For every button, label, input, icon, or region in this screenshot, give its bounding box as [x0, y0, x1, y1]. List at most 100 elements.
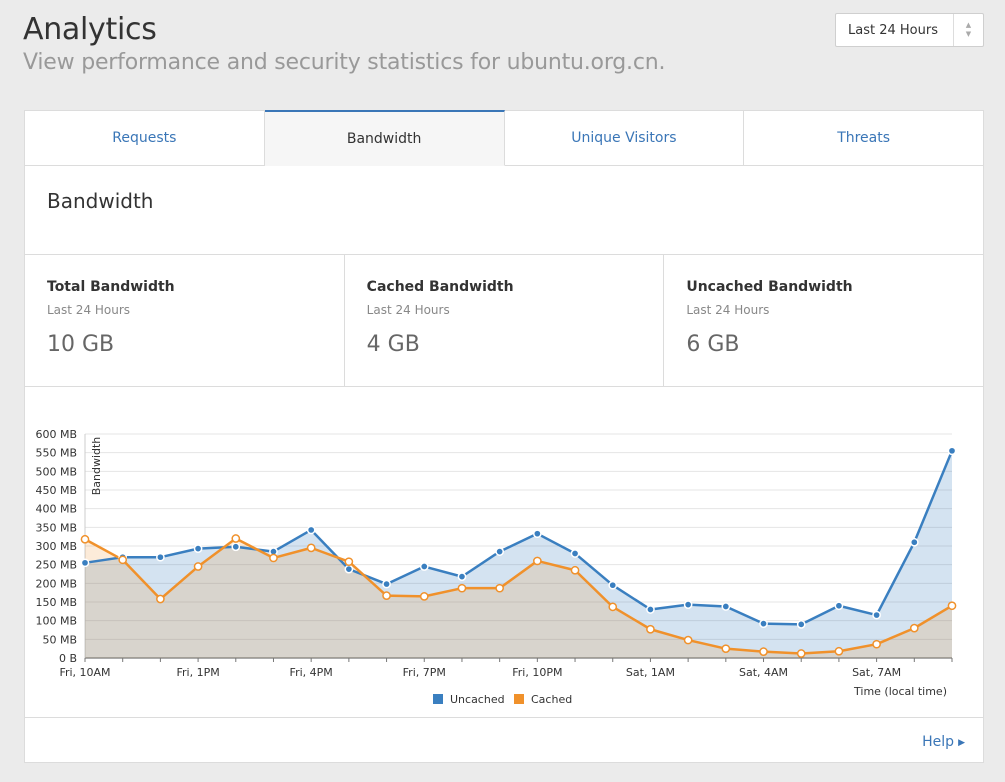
stat-uncached-bandwidth: Uncached Bandwidth Last 24 Hours 6 GB [664, 255, 983, 386]
x-axis-label: Time (local time) [853, 685, 947, 698]
data-point-uncached [909, 537, 919, 547]
y-tick-label: 600 MB [35, 428, 77, 441]
data-point-cached [570, 565, 580, 575]
stat-title: Uncached Bandwidth [686, 279, 853, 295]
data-point-cached [457, 583, 467, 593]
x-tick-label: Sat, 1AM [626, 666, 675, 679]
data-point-cached [156, 594, 165, 604]
legend-label: Cached [531, 693, 572, 706]
stat-total-bandwidth: Total Bandwidth Last 24 Hours 10 GB [25, 255, 345, 386]
data-point-cached [118, 555, 128, 565]
help-link[interactable]: Help ▶ [922, 734, 965, 750]
tab-bar: Requests Bandwidth Unique Visitors Threa… [25, 110, 983, 166]
legend-swatch-cached [514, 694, 524, 704]
data-point-uncached [344, 564, 354, 574]
data-point-uncached [306, 525, 316, 535]
data-point-uncached [382, 579, 391, 589]
legend-swatch-uncached [433, 694, 443, 704]
data-point-uncached [796, 620, 806, 629]
stat-cached-bandwidth: Cached Bandwidth Last 24 Hours 4 GB [345, 255, 665, 386]
data-point-uncached [193, 544, 203, 553]
stats-row: Total Bandwidth Last 24 Hours 10 GB Cach… [25, 254, 983, 387]
data-point-cached [80, 534, 90, 544]
data-point-cached [683, 635, 693, 645]
data-point-uncached [156, 552, 165, 562]
data-point-cached [532, 556, 542, 566]
data-point-cached [947, 601, 957, 611]
data-point-cached [796, 649, 806, 658]
x-tick-label: Fri, 7PM [403, 666, 446, 679]
data-point-cached [608, 602, 618, 612]
data-point-uncached [721, 602, 731, 611]
data-point-uncached [532, 529, 542, 539]
data-point-uncached [759, 619, 768, 629]
x-tick-label: Fri, 10PM [512, 666, 562, 679]
data-point-uncached [834, 601, 844, 611]
data-point-cached [909, 623, 919, 633]
help-label: Help [922, 734, 955, 750]
y-tick-label: 200 MB [35, 577, 77, 590]
stat-value: 6 GB [686, 332, 740, 357]
data-point-uncached [683, 600, 693, 609]
y-tick-label: 300 MB [35, 540, 77, 553]
data-point-cached [269, 553, 278, 563]
tab-unique-visitors[interactable]: Unique Visitors [504, 111, 745, 166]
data-point-uncached [457, 572, 467, 581]
tab-requests[interactable]: Requests [25, 111, 265, 166]
x-tick-label: Fri, 1PM [176, 666, 219, 679]
y-tick-label: 100 MB [35, 615, 77, 628]
y-tick-label: 550 MB [35, 447, 77, 460]
data-point-cached [872, 639, 881, 649]
data-point-cached [419, 592, 429, 601]
x-tick-label: Fri, 10AM [59, 666, 110, 679]
y-tick-label: 350 MB [35, 521, 77, 534]
bandwidth-chart: 0 B 50 MB 100 MB 150 MB 200 MB 250 MB 300 MB 35… [25, 387, 983, 717]
data-point-cached [495, 583, 505, 593]
data-point-uncached [570, 549, 580, 558]
series-line-uncached [84, 450, 954, 626]
data-point-uncached [872, 610, 881, 620]
analytics-card: Requests Bandwidth Unique Visitors Threa… [24, 110, 984, 763]
card-footer: Help ▶ [25, 717, 983, 762]
y-axis-label: Bandwidth [90, 437, 103, 496]
data-point-uncached [646, 605, 655, 614]
page-subtitle: View performance and security statistics… [23, 50, 666, 75]
data-point-cached [834, 646, 844, 656]
series-area-uncached [85, 450, 952, 658]
data-point-uncached [80, 558, 90, 568]
data-point-uncached [495, 547, 505, 556]
data-point-uncached [419, 562, 429, 571]
y-tick-label: 0 B [59, 652, 77, 665]
data-point-cached [344, 557, 354, 567]
page-title: Analytics [23, 12, 157, 47]
data-point-uncached [231, 542, 241, 552]
y-tick-label: 400 MB [35, 503, 77, 516]
caret-right-icon: ▶ [958, 738, 965, 748]
y-tick-label: 450 MB [35, 484, 77, 497]
stat-value: 4 GB [366, 332, 420, 357]
time-range-label: Last 24 Hours [848, 22, 938, 38]
stat-subtitle: Last 24 Hours [686, 303, 770, 317]
y-tick-label: 250 MB [35, 559, 77, 572]
tab-bandwidth[interactable]: Bandwidth [264, 110, 505, 166]
tab-threats[interactable]: Threats [744, 111, 983, 166]
stat-title: Cached Bandwidth [366, 279, 514, 295]
y-tick-label: 150 MB [35, 596, 77, 609]
data-point-cached [382, 591, 391, 601]
data-point-cached [306, 543, 316, 553]
data-point-uncached [947, 446, 957, 456]
data-point-cached [759, 647, 768, 657]
stat-title: Total Bandwidth [47, 279, 175, 295]
y-tick-label: 50 MB [42, 633, 77, 646]
bandwidth-chart-svg: 0 B 50 MB 100 MB 150 MB 200 MB 250 MB 300 MB 35… [35, 428, 957, 706]
legend-label: Uncached [450, 693, 505, 706]
x-tick-label: Fri, 4PM [290, 666, 333, 679]
time-range-select[interactable]: Last 24 Hours ▲ ▼ [835, 13, 984, 47]
data-point-cached [721, 644, 731, 654]
data-point-cached [193, 562, 203, 571]
stat-value: 10 GB [47, 332, 115, 357]
section-title: Bandwidth [47, 189, 154, 213]
data-point-uncached [608, 580, 618, 590]
series-line-cached [84, 537, 953, 655]
stat-subtitle: Last 24 Hours [47, 303, 131, 317]
